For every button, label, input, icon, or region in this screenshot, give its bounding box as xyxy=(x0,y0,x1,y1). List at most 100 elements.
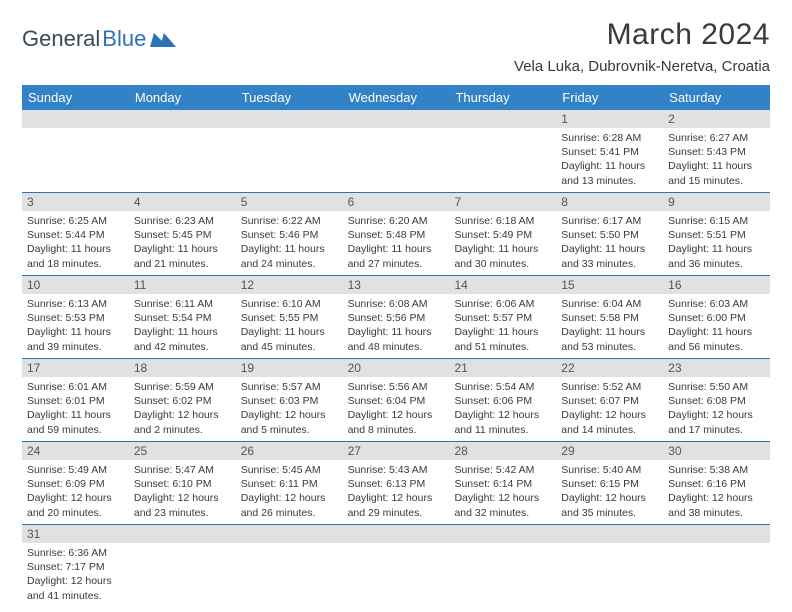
sunrise-text: Sunrise: 5:43 AM xyxy=(348,463,444,477)
daylight-text-2: and 42 minutes. xyxy=(134,340,230,354)
sunrise-text: Sunrise: 6:01 AM xyxy=(27,380,123,394)
day-cell xyxy=(129,128,236,192)
day-cell: Sunrise: 6:25 AMSunset: 5:44 PMDaylight:… xyxy=(22,211,129,275)
daylight-text-2: and 29 minutes. xyxy=(348,506,444,520)
weekday-label: Thursday xyxy=(449,85,556,110)
day-number: 24 xyxy=(22,442,129,460)
daylight-text-2: and 30 minutes. xyxy=(454,257,550,271)
daylight-text-1: Daylight: 12 hours xyxy=(27,491,123,505)
sunrise-text: Sunrise: 6:25 AM xyxy=(27,214,123,228)
week-row: Sunrise: 6:28 AMSunset: 5:41 PMDaylight:… xyxy=(22,128,770,193)
daylight-text-1: Daylight: 12 hours xyxy=(454,491,550,505)
day-cell: Sunrise: 6:17 AMSunset: 5:50 PMDaylight:… xyxy=(556,211,663,275)
daylight-text-2: and 24 minutes. xyxy=(241,257,337,271)
week-row: Sunrise: 6:13 AMSunset: 5:53 PMDaylight:… xyxy=(22,294,770,359)
sunrise-text: Sunrise: 6:17 AM xyxy=(561,214,657,228)
logo-text-1: General xyxy=(22,26,100,52)
day-number: 20 xyxy=(343,359,450,377)
day-number: 30 xyxy=(663,442,770,460)
day-cell: Sunrise: 6:22 AMSunset: 5:46 PMDaylight:… xyxy=(236,211,343,275)
month-title: March 2024 xyxy=(514,18,770,52)
daylight-text-2: and 13 minutes. xyxy=(561,174,657,188)
sunset-text: Sunset: 6:10 PM xyxy=(134,477,230,491)
sunrise-text: Sunrise: 6:10 AM xyxy=(241,297,337,311)
daylight-text-1: Daylight: 12 hours xyxy=(134,491,230,505)
day-cell: Sunrise: 5:47 AMSunset: 6:10 PMDaylight:… xyxy=(129,460,236,524)
daylight-text-1: Daylight: 11 hours xyxy=(27,325,123,339)
daylight-text-1: Daylight: 11 hours xyxy=(561,242,657,256)
day-number: 16 xyxy=(663,276,770,294)
day-cell xyxy=(343,543,450,607)
day-number xyxy=(236,525,343,543)
daylight-text-1: Daylight: 11 hours xyxy=(134,242,230,256)
day-cell: Sunrise: 6:36 AMSunset: 7:17 PMDaylight:… xyxy=(22,543,129,607)
day-cell: Sunrise: 5:56 AMSunset: 6:04 PMDaylight:… xyxy=(343,377,450,441)
week-row: Sunrise: 5:49 AMSunset: 6:09 PMDaylight:… xyxy=(22,460,770,525)
location-text: Vela Luka, Dubrovnik-Neretva, Croatia xyxy=(514,58,770,75)
daynum-row: 31 xyxy=(22,525,770,543)
day-number: 4 xyxy=(129,193,236,211)
day-number: 8 xyxy=(556,193,663,211)
logo-text-2: Blue xyxy=(102,26,146,52)
day-number xyxy=(129,525,236,543)
sunrise-text: Sunrise: 5:45 AM xyxy=(241,463,337,477)
day-number xyxy=(663,525,770,543)
day-cell: Sunrise: 6:08 AMSunset: 5:56 PMDaylight:… xyxy=(343,294,450,358)
sunrise-text: Sunrise: 6:04 AM xyxy=(561,297,657,311)
sunrise-text: Sunrise: 6:28 AM xyxy=(561,131,657,145)
sunset-text: Sunset: 6:07 PM xyxy=(561,394,657,408)
sunrise-text: Sunrise: 5:54 AM xyxy=(454,380,550,394)
sunrise-text: Sunrise: 5:52 AM xyxy=(561,380,657,394)
weekday-label: Tuesday xyxy=(236,85,343,110)
daylight-text-2: and 32 minutes. xyxy=(454,506,550,520)
day-cell: Sunrise: 6:03 AMSunset: 6:00 PMDaylight:… xyxy=(663,294,770,358)
sunset-text: Sunset: 7:17 PM xyxy=(27,560,123,574)
daylight-text-2: and 14 minutes. xyxy=(561,423,657,437)
day-number: 28 xyxy=(449,442,556,460)
daylight-text-2: and 59 minutes. xyxy=(27,423,123,437)
day-cell xyxy=(129,543,236,607)
week-row: Sunrise: 6:36 AMSunset: 7:17 PMDaylight:… xyxy=(22,543,770,607)
sunset-text: Sunset: 5:53 PM xyxy=(27,311,123,325)
day-cell: Sunrise: 6:23 AMSunset: 5:45 PMDaylight:… xyxy=(129,211,236,275)
daylight-text-2: and 38 minutes. xyxy=(668,506,764,520)
daylight-text-2: and 5 minutes. xyxy=(241,423,337,437)
sunrise-text: Sunrise: 5:56 AM xyxy=(348,380,444,394)
sunset-text: Sunset: 6:08 PM xyxy=(668,394,764,408)
sunset-text: Sunset: 6:16 PM xyxy=(668,477,764,491)
day-number: 12 xyxy=(236,276,343,294)
daylight-text-2: and 51 minutes. xyxy=(454,340,550,354)
sunset-text: Sunset: 5:45 PM xyxy=(134,228,230,242)
day-number: 1 xyxy=(556,110,663,128)
day-cell: Sunrise: 5:54 AMSunset: 6:06 PMDaylight:… xyxy=(449,377,556,441)
daynum-row: 3456789 xyxy=(22,193,770,211)
daylight-text-1: Daylight: 12 hours xyxy=(348,408,444,422)
day-number xyxy=(22,110,129,128)
sunset-text: Sunset: 6:09 PM xyxy=(27,477,123,491)
sunrise-text: Sunrise: 6:15 AM xyxy=(668,214,764,228)
day-cell xyxy=(449,128,556,192)
daylight-text-1: Daylight: 11 hours xyxy=(561,159,657,173)
day-number: 14 xyxy=(449,276,556,294)
day-number: 2 xyxy=(663,110,770,128)
day-cell: Sunrise: 6:20 AMSunset: 5:48 PMDaylight:… xyxy=(343,211,450,275)
day-cell: Sunrise: 5:50 AMSunset: 6:08 PMDaylight:… xyxy=(663,377,770,441)
day-cell: Sunrise: 5:57 AMSunset: 6:03 PMDaylight:… xyxy=(236,377,343,441)
daylight-text-1: Daylight: 11 hours xyxy=(454,325,550,339)
daylight-text-1: Daylight: 11 hours xyxy=(348,242,444,256)
daylight-text-1: Daylight: 11 hours xyxy=(668,242,764,256)
calendar: Sunday Monday Tuesday Wednesday Thursday… xyxy=(22,85,770,607)
daylight-text-1: Daylight: 11 hours xyxy=(561,325,657,339)
logo: GeneralBlue xyxy=(22,18,176,52)
day-number: 25 xyxy=(129,442,236,460)
sunrise-text: Sunrise: 6:13 AM xyxy=(27,297,123,311)
sunrise-text: Sunrise: 5:50 AM xyxy=(668,380,764,394)
day-cell xyxy=(236,128,343,192)
daylight-text-2: and 41 minutes. xyxy=(27,589,123,603)
day-cell: Sunrise: 6:28 AMSunset: 5:41 PMDaylight:… xyxy=(556,128,663,192)
sunrise-text: Sunrise: 5:47 AM xyxy=(134,463,230,477)
day-number: 15 xyxy=(556,276,663,294)
day-cell: Sunrise: 5:43 AMSunset: 6:13 PMDaylight:… xyxy=(343,460,450,524)
sunset-text: Sunset: 5:46 PM xyxy=(241,228,337,242)
sunset-text: Sunset: 5:51 PM xyxy=(668,228,764,242)
